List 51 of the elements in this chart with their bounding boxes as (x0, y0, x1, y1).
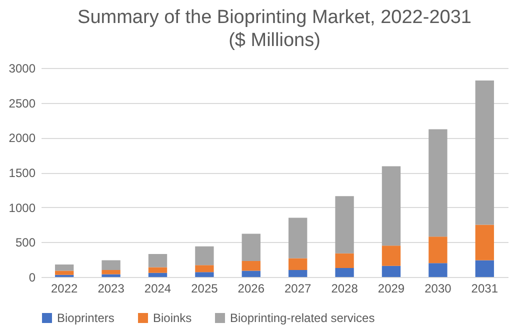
bar (335, 253, 354, 268)
chart-title: Summary of the Bioprinting Market, 2022-2031 (78, 7, 472, 28)
x-tick-label: 2025 (191, 282, 218, 296)
chart-subtitle: ($ Millions) (228, 30, 320, 51)
y-tick-label: 2500 (8, 96, 36, 110)
bar (288, 218, 308, 258)
y-tick-label: 500 (15, 236, 36, 250)
legend-label: Bioprinting-related services (230, 311, 375, 325)
x-tick-label: 2027 (284, 282, 312, 296)
x-tick-label: 2028 (331, 282, 358, 296)
x-tick-label: 2030 (424, 282, 452, 296)
bar (195, 246, 214, 266)
bar (428, 263, 448, 277)
bar (195, 265, 214, 272)
bar (242, 260, 260, 271)
bar (428, 236, 448, 264)
bar (102, 260, 120, 270)
bar (335, 196, 354, 254)
bar (335, 268, 354, 277)
x-tick-label: 2026 (238, 282, 265, 296)
bar (148, 254, 168, 268)
bar (382, 266, 401, 277)
bar (288, 258, 308, 270)
x-tick-label: 2029 (378, 282, 405, 296)
x-tick-label: 2022 (51, 282, 78, 296)
bar (382, 166, 401, 246)
bar (55, 264, 74, 271)
x-tick-label: 2031 (471, 282, 498, 296)
legend-label: Bioprinters (57, 311, 114, 325)
bar (102, 270, 120, 274)
y-tick-label: 1500 (8, 166, 36, 180)
y-tick-label: 1000 (8, 200, 36, 215)
y-tick-label: 3000 (8, 62, 36, 76)
y-tick-label: 0 (28, 270, 36, 284)
legend-label: Bioinks (153, 311, 192, 325)
bar (288, 270, 308, 277)
bar (242, 270, 260, 277)
bar (242, 234, 260, 261)
bar (382, 246, 401, 266)
x-tick-label: 2023 (98, 282, 125, 296)
bar (148, 267, 168, 273)
bar (475, 80, 494, 225)
bar (428, 129, 448, 237)
bar (475, 260, 494, 277)
bar (102, 274, 120, 277)
x-tick-label: 2024 (144, 282, 172, 296)
bar (475, 224, 494, 260)
bar (195, 272, 214, 277)
bar (148, 272, 168, 277)
bar (55, 270, 74, 275)
y-tick-label: 2000 (8, 131, 36, 146)
